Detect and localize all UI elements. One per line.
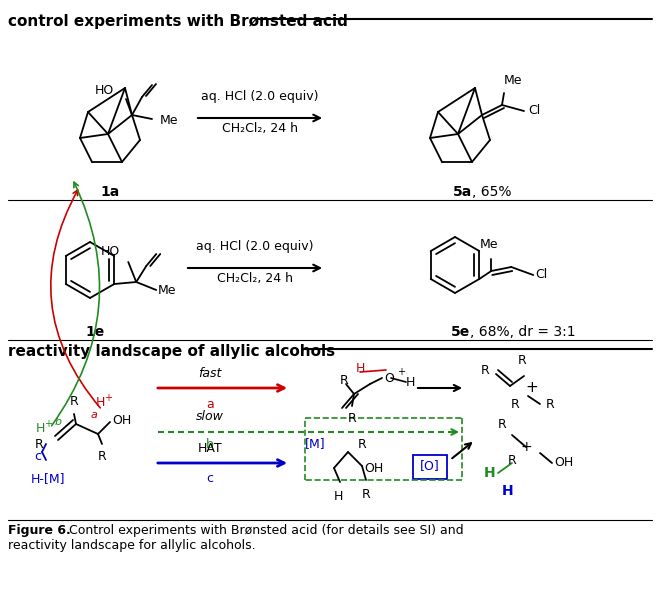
Text: Cl: Cl [528, 104, 541, 118]
Text: R: R [498, 419, 506, 431]
Text: H: H [95, 396, 105, 408]
Text: a: a [206, 398, 214, 411]
Text: Figure 6.: Figure 6. [8, 524, 71, 537]
Text: Cl: Cl [535, 268, 548, 282]
Text: H: H [502, 484, 514, 498]
Text: 1a: 1a [100, 185, 119, 199]
Text: b: b [206, 438, 214, 451]
Text: CH₂Cl₂, 24 h: CH₂Cl₂, 24 h [217, 272, 293, 285]
Text: b: b [54, 417, 61, 427]
Text: R: R [511, 398, 519, 410]
Text: CH₂Cl₂, 24 h: CH₂Cl₂, 24 h [222, 122, 298, 135]
Text: reactivity landscape of allylic alcohols: reactivity landscape of allylic alcohols [8, 344, 335, 359]
Text: [M]: [M] [306, 438, 326, 450]
Text: R: R [35, 438, 44, 450]
Text: Me: Me [480, 238, 498, 251]
Text: OH: OH [112, 413, 131, 427]
Text: control experiments with Brønsted acid: control experiments with Brønsted acid [8, 14, 348, 29]
Text: +: + [520, 440, 532, 454]
Text: R: R [481, 364, 490, 376]
Text: HO: HO [95, 84, 114, 98]
Text: slow: slow [196, 410, 224, 423]
Text: c: c [207, 472, 213, 485]
Text: H: H [484, 466, 496, 480]
Text: 5a: 5a [452, 185, 472, 199]
Text: +: + [397, 367, 405, 377]
Text: , 65%: , 65% [472, 185, 512, 199]
Text: H-[M]: H-[M] [31, 472, 65, 485]
Text: H: H [333, 490, 343, 503]
Text: +: + [104, 393, 112, 403]
Text: c: c [34, 450, 42, 462]
Text: reactivity landscape for allylic alcohols.: reactivity landscape for allylic alcohol… [8, 539, 255, 552]
Text: R: R [508, 454, 516, 467]
Text: HO: HO [101, 245, 120, 258]
Text: +: + [525, 381, 539, 396]
Text: R: R [518, 353, 527, 367]
Text: H: H [406, 376, 415, 388]
Text: +: + [44, 419, 52, 429]
Text: aq. HCl (2.0 equiv): aq. HCl (2.0 equiv) [196, 240, 314, 253]
Text: Control experiments with Brønsted acid (for details see SI) and: Control experiments with Brønsted acid (… [65, 524, 463, 537]
Text: O: O [384, 371, 394, 384]
Text: Me: Me [504, 74, 523, 87]
Text: fast: fast [198, 367, 222, 380]
Text: Me: Me [158, 284, 177, 296]
Text: R: R [340, 373, 348, 387]
Text: R: R [348, 412, 356, 425]
Text: H: H [355, 362, 365, 375]
Text: a: a [90, 410, 98, 420]
Text: aq. HCl (2.0 equiv): aq. HCl (2.0 equiv) [201, 90, 319, 103]
Text: H: H [36, 422, 45, 435]
Text: Me: Me [160, 115, 178, 127]
Text: 5e: 5e [450, 325, 470, 339]
Text: HAT: HAT [198, 442, 222, 455]
Text: OH: OH [554, 456, 574, 470]
Text: [O]: [O] [420, 459, 440, 473]
Text: R: R [362, 488, 370, 501]
Text: R: R [546, 398, 555, 410]
Text: , 68%, dr = 3:1: , 68%, dr = 3:1 [470, 325, 576, 339]
Text: R: R [98, 450, 106, 463]
Text: 1e: 1e [85, 325, 105, 339]
Text: R: R [69, 395, 79, 408]
Text: R: R [358, 438, 367, 450]
Text: OH: OH [364, 462, 383, 474]
